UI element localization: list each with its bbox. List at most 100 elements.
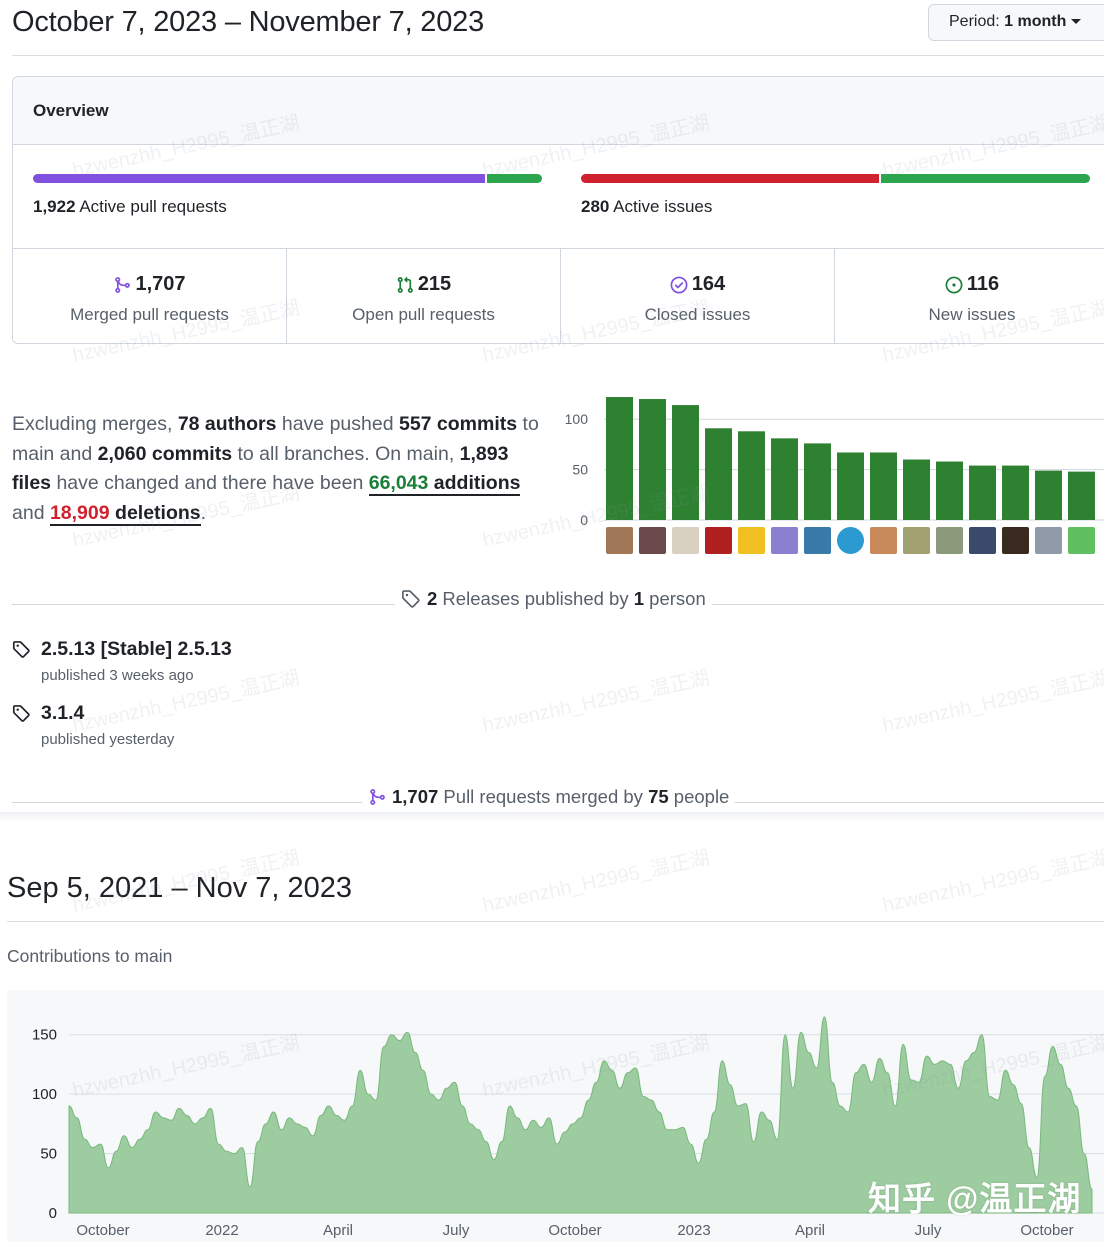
author-avatar — [606, 527, 633, 554]
date-range-title: October 7, 2023 – November 7, 2023 — [12, 6, 484, 38]
releases-people-count: 1 — [633, 588, 645, 609]
x-tick-label: October — [548, 1222, 601, 1239]
author-commit-bar — [870, 452, 897, 520]
author-commit-bar — [804, 443, 831, 520]
new-segment — [881, 174, 1090, 183]
stat-label: New issues — [928, 304, 1016, 324]
stat-merged-pull-requests[interactable]: 1,707 Merged pull requests — [13, 249, 287, 343]
authors-count: 78 authors — [177, 413, 277, 435]
releases-text: person — [644, 588, 706, 609]
release-name-link[interactable]: 2.5.13 [Stable] 2.5.13 — [41, 638, 232, 660]
stat-label: Closed issues — [644, 304, 751, 324]
merge-icon — [115, 276, 131, 293]
author-avatar — [969, 527, 996, 554]
merged-text: people — [668, 786, 730, 807]
open-segment — [486, 174, 542, 183]
active-pull-requests-link[interactable]: 1,922 Active pull requests — [33, 197, 227, 217]
closed-segment — [581, 174, 880, 183]
contributions-area — [68, 1016, 1093, 1214]
x-tick-label: October — [76, 1222, 129, 1239]
merged-people-count: 75 — [648, 786, 669, 807]
stat-value: 116 — [966, 273, 1000, 295]
release-item: 2.5.13 [Stable] 2.5.13 published 3 weeks… — [12, 638, 232, 684]
period-value: 1 month — [1004, 13, 1067, 30]
author-avatar — [705, 527, 732, 554]
y-tick-label: 50 — [572, 462, 588, 478]
active-issues-link[interactable]: 280 Active issues — [581, 197, 712, 217]
x-tick-label: July — [443, 1222, 470, 1239]
author-commit-bar — [705, 428, 732, 520]
active-issues-label: Active issues — [613, 197, 713, 216]
author-avatar — [837, 527, 864, 554]
author-commit-bar — [936, 461, 963, 520]
summary-text: have pushed — [276, 413, 399, 435]
merge-icon — [370, 789, 385, 805]
author-avatar — [771, 527, 798, 554]
merged-text: Pull requests merged by — [438, 786, 649, 807]
stat-value: 215 — [417, 273, 452, 295]
pull-request-icon — [397, 276, 413, 293]
y-tick-label: 50 — [40, 1146, 57, 1163]
contributions-date-range: Sep 5, 2021 – Nov 7, 2023 — [7, 872, 353, 904]
closed-issue-icon — [670, 276, 688, 293]
summary-text: have changed and there have been — [51, 472, 369, 494]
top-authors-bar-chart: 0 50 100 — [565, 397, 1104, 554]
author-avatar — [672, 527, 699, 554]
y-tick-label: 0 — [580, 512, 588, 528]
watermark-text: hzwenzhh_H2995_温正湖 — [880, 847, 1104, 917]
tag-icon — [402, 590, 420, 608]
period-dropdown-button[interactable]: Period: 1 month — [928, 4, 1104, 41]
author-commit-bar — [903, 459, 930, 520]
author-avatar — [870, 527, 897, 554]
x-tick-label: 2022 — [205, 1222, 238, 1239]
deletions-count: 18,909 — [49, 501, 110, 524]
author-avatar — [804, 527, 831, 554]
release-name-link[interactable]: 3.1.4 — [41, 702, 85, 724]
stat-closed-issues[interactable]: 164 Closed issues — [561, 249, 835, 343]
commits-all-count: 2,060 commits — [97, 442, 233, 465]
caret-down-icon — [1071, 19, 1082, 25]
overview-heading: Overview — [13, 77, 1104, 145]
summary-text: and — [12, 501, 50, 524]
contributions-area-chart: 0 50 100 150 October 2022 April July October 2023… — [32, 1016, 1104, 1239]
stat-open-pull-requests[interactable]: 215 Open pull requests — [287, 249, 561, 343]
issues-ratio-bar[interactable] — [581, 174, 1090, 183]
open-issue-icon — [945, 276, 963, 293]
author-avatar — [639, 527, 666, 554]
author-avatar — [903, 527, 930, 554]
author-commit-bar — [639, 399, 666, 520]
pull-requests-ratio-bar[interactable] — [33, 174, 542, 183]
author-commit-bar — [1068, 471, 1095, 520]
merged-count: 1,707 — [392, 786, 439, 807]
x-tick-label: April — [795, 1222, 825, 1239]
commits-main-count: 557 commits — [398, 413, 518, 435]
y-tick-label: 100 — [32, 1086, 57, 1103]
stat-new-issues[interactable]: 116 New issues — [835, 249, 1104, 343]
stat-label: Merged pull requests — [70, 304, 229, 324]
releases-text: Releases published by — [437, 588, 634, 609]
releases-count: 2 — [427, 588, 438, 609]
overview-stats-row: 1,707 Merged pull requests 215 Open pull… — [13, 248, 1104, 343]
overview-panel: Overview 1,922 Active pull requests 280 … — [12, 76, 1104, 344]
additions-word: additions — [428, 472, 521, 494]
summary-text: to main and — [12, 413, 539, 465]
release-item: 3.1.4 published yesterday — [12, 702, 174, 748]
watermark-text: hzwenzhh_H2995_温正湖 — [480, 847, 712, 917]
contributions-title: Contributions to main — [7, 946, 173, 966]
merged-segment — [33, 174, 485, 183]
release-published-date: published 3 weeks ago — [41, 667, 194, 684]
author-commit-bar — [738, 431, 765, 520]
author-commit-bar — [1035, 470, 1062, 520]
header-divider — [12, 55, 1104, 56]
merged-summary[interactable]: 1,707 Pull requests merged by 75 people — [362, 786, 736, 808]
author-avatar — [1035, 527, 1062, 554]
watermark-text: hzwenzhh_H2995_温正湖 — [880, 667, 1104, 737]
deletions-link[interactable]: 18,909 deletions — [49, 501, 201, 526]
author-avatar — [1002, 527, 1029, 554]
active-pull-requests-label: Active pull requests — [79, 197, 227, 216]
release-published-date: published yesterday — [41, 731, 175, 748]
summary-text: Excluding merges, — [12, 413, 178, 435]
author-commit-bar — [606, 397, 633, 520]
additions-link[interactable]: 66,043 additions — [368, 472, 521, 496]
y-tick-label: 150 — [32, 1027, 57, 1044]
